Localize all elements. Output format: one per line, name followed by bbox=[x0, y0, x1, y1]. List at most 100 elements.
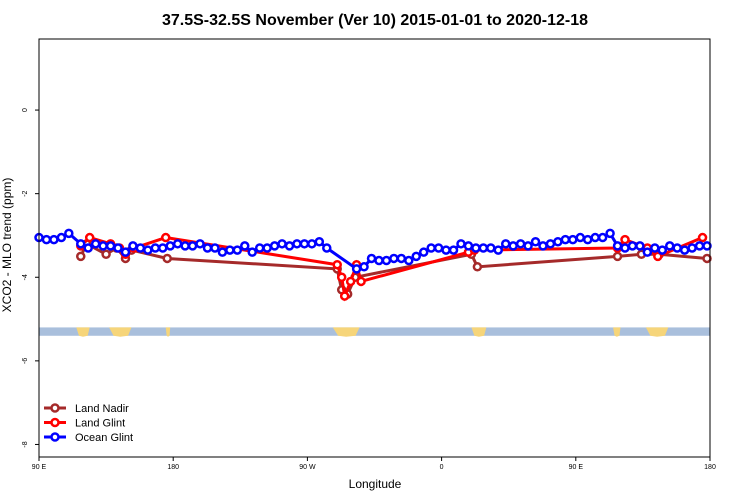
data-point bbox=[76, 239, 86, 249]
data-point bbox=[160, 232, 171, 243]
data-point bbox=[284, 241, 295, 251]
data-point bbox=[568, 234, 578, 245]
data-point bbox=[225, 245, 235, 255]
data-point bbox=[396, 253, 407, 264]
x-tick-label: 180 bbox=[167, 464, 179, 471]
data-point bbox=[172, 239, 183, 249]
data-point bbox=[195, 239, 205, 249]
data-point bbox=[620, 234, 630, 245]
series-ocean-glint bbox=[34, 228, 712, 274]
x-tick-label: 90 W bbox=[299, 464, 316, 471]
data-point bbox=[56, 232, 67, 243]
data-point bbox=[612, 241, 623, 251]
data-point bbox=[83, 243, 93, 253]
data-point bbox=[269, 241, 280, 251]
data-point bbox=[650, 243, 660, 253]
data-point bbox=[336, 272, 347, 283]
data-point bbox=[553, 236, 563, 247]
data-point bbox=[486, 243, 496, 253]
data-point bbox=[307, 239, 317, 249]
data-point bbox=[120, 247, 131, 257]
data-point bbox=[582, 234, 593, 245]
legend-item: Ocean Glint bbox=[44, 432, 133, 444]
data-point bbox=[202, 243, 213, 253]
data-point bbox=[162, 253, 172, 264]
data-point bbox=[672, 243, 682, 253]
data-point bbox=[262, 243, 272, 253]
data-point bbox=[76, 251, 86, 262]
data-point bbox=[411, 251, 422, 262]
data-point bbox=[679, 245, 690, 255]
map-land-patch bbox=[471, 327, 487, 337]
data-point bbox=[356, 276, 366, 287]
data-point bbox=[277, 239, 287, 249]
data-point bbox=[135, 243, 146, 253]
data-point bbox=[456, 239, 466, 249]
data-point bbox=[314, 236, 325, 247]
data-point bbox=[515, 239, 526, 249]
map-ocean-band bbox=[39, 327, 710, 336]
plot-frame bbox=[38, 38, 711, 458]
data-point bbox=[605, 228, 615, 239]
data-point bbox=[232, 245, 243, 255]
series-line bbox=[79, 241, 708, 297]
data-point bbox=[620, 243, 630, 253]
data-point bbox=[500, 239, 511, 249]
data-point bbox=[374, 255, 384, 266]
data-point bbox=[575, 232, 586, 243]
data-point bbox=[590, 232, 600, 243]
y-tick-label: -2 bbox=[22, 190, 29, 196]
x-tick-label: 90 E bbox=[569, 464, 584, 471]
data-point bbox=[98, 241, 108, 251]
data-point bbox=[254, 243, 265, 253]
data-point bbox=[292, 239, 302, 249]
data-point bbox=[523, 241, 533, 251]
data-point bbox=[627, 241, 638, 251]
data-point bbox=[381, 255, 392, 266]
data-point bbox=[642, 247, 653, 257]
map-land-patch bbox=[645, 327, 669, 337]
data-point bbox=[472, 262, 483, 272]
data-point bbox=[441, 245, 451, 255]
x-axis-label: Longitude bbox=[349, 477, 402, 491]
data-point bbox=[150, 243, 161, 253]
data-point bbox=[657, 245, 668, 255]
data-point bbox=[64, 228, 74, 239]
data-point bbox=[351, 264, 362, 274]
data-point bbox=[426, 243, 436, 253]
data-point bbox=[448, 245, 459, 255]
data-point bbox=[597, 232, 608, 243]
data-point bbox=[538, 241, 548, 251]
map-land-patch bbox=[613, 327, 621, 337]
data-point bbox=[339, 291, 350, 301]
data-point bbox=[217, 247, 228, 257]
legend-label: Land Nadir bbox=[75, 403, 129, 415]
data-point bbox=[322, 243, 332, 253]
data-point bbox=[332, 259, 342, 270]
y-tick-label: -8 bbox=[22, 441, 29, 447]
data-point bbox=[187, 241, 198, 251]
data-point bbox=[664, 241, 675, 251]
data-point bbox=[90, 239, 101, 249]
data-point bbox=[165, 241, 175, 251]
y-axis: 0 -2 -4 -6 -8 bbox=[22, 108, 39, 448]
data-point bbox=[463, 241, 474, 251]
data-point bbox=[560, 234, 571, 245]
x-tick-label: 180 bbox=[704, 464, 716, 471]
data-point bbox=[612, 251, 623, 262]
legend: Land Nadir Land Glint Ocean Glint bbox=[44, 403, 133, 444]
data-point bbox=[389, 253, 399, 264]
data-point bbox=[530, 236, 541, 247]
data-point bbox=[113, 243, 123, 253]
data-point bbox=[471, 243, 481, 253]
legend-marker bbox=[50, 432, 60, 442]
data-point bbox=[158, 243, 168, 253]
y-tick-label: 0 bbox=[22, 108, 29, 112]
data-point bbox=[702, 253, 712, 264]
data-point bbox=[180, 241, 190, 251]
legend-label: Land Glint bbox=[75, 418, 125, 430]
data-point bbox=[128, 241, 138, 251]
legend-item: Land Nadir bbox=[44, 403, 129, 415]
data-point bbox=[508, 241, 518, 251]
